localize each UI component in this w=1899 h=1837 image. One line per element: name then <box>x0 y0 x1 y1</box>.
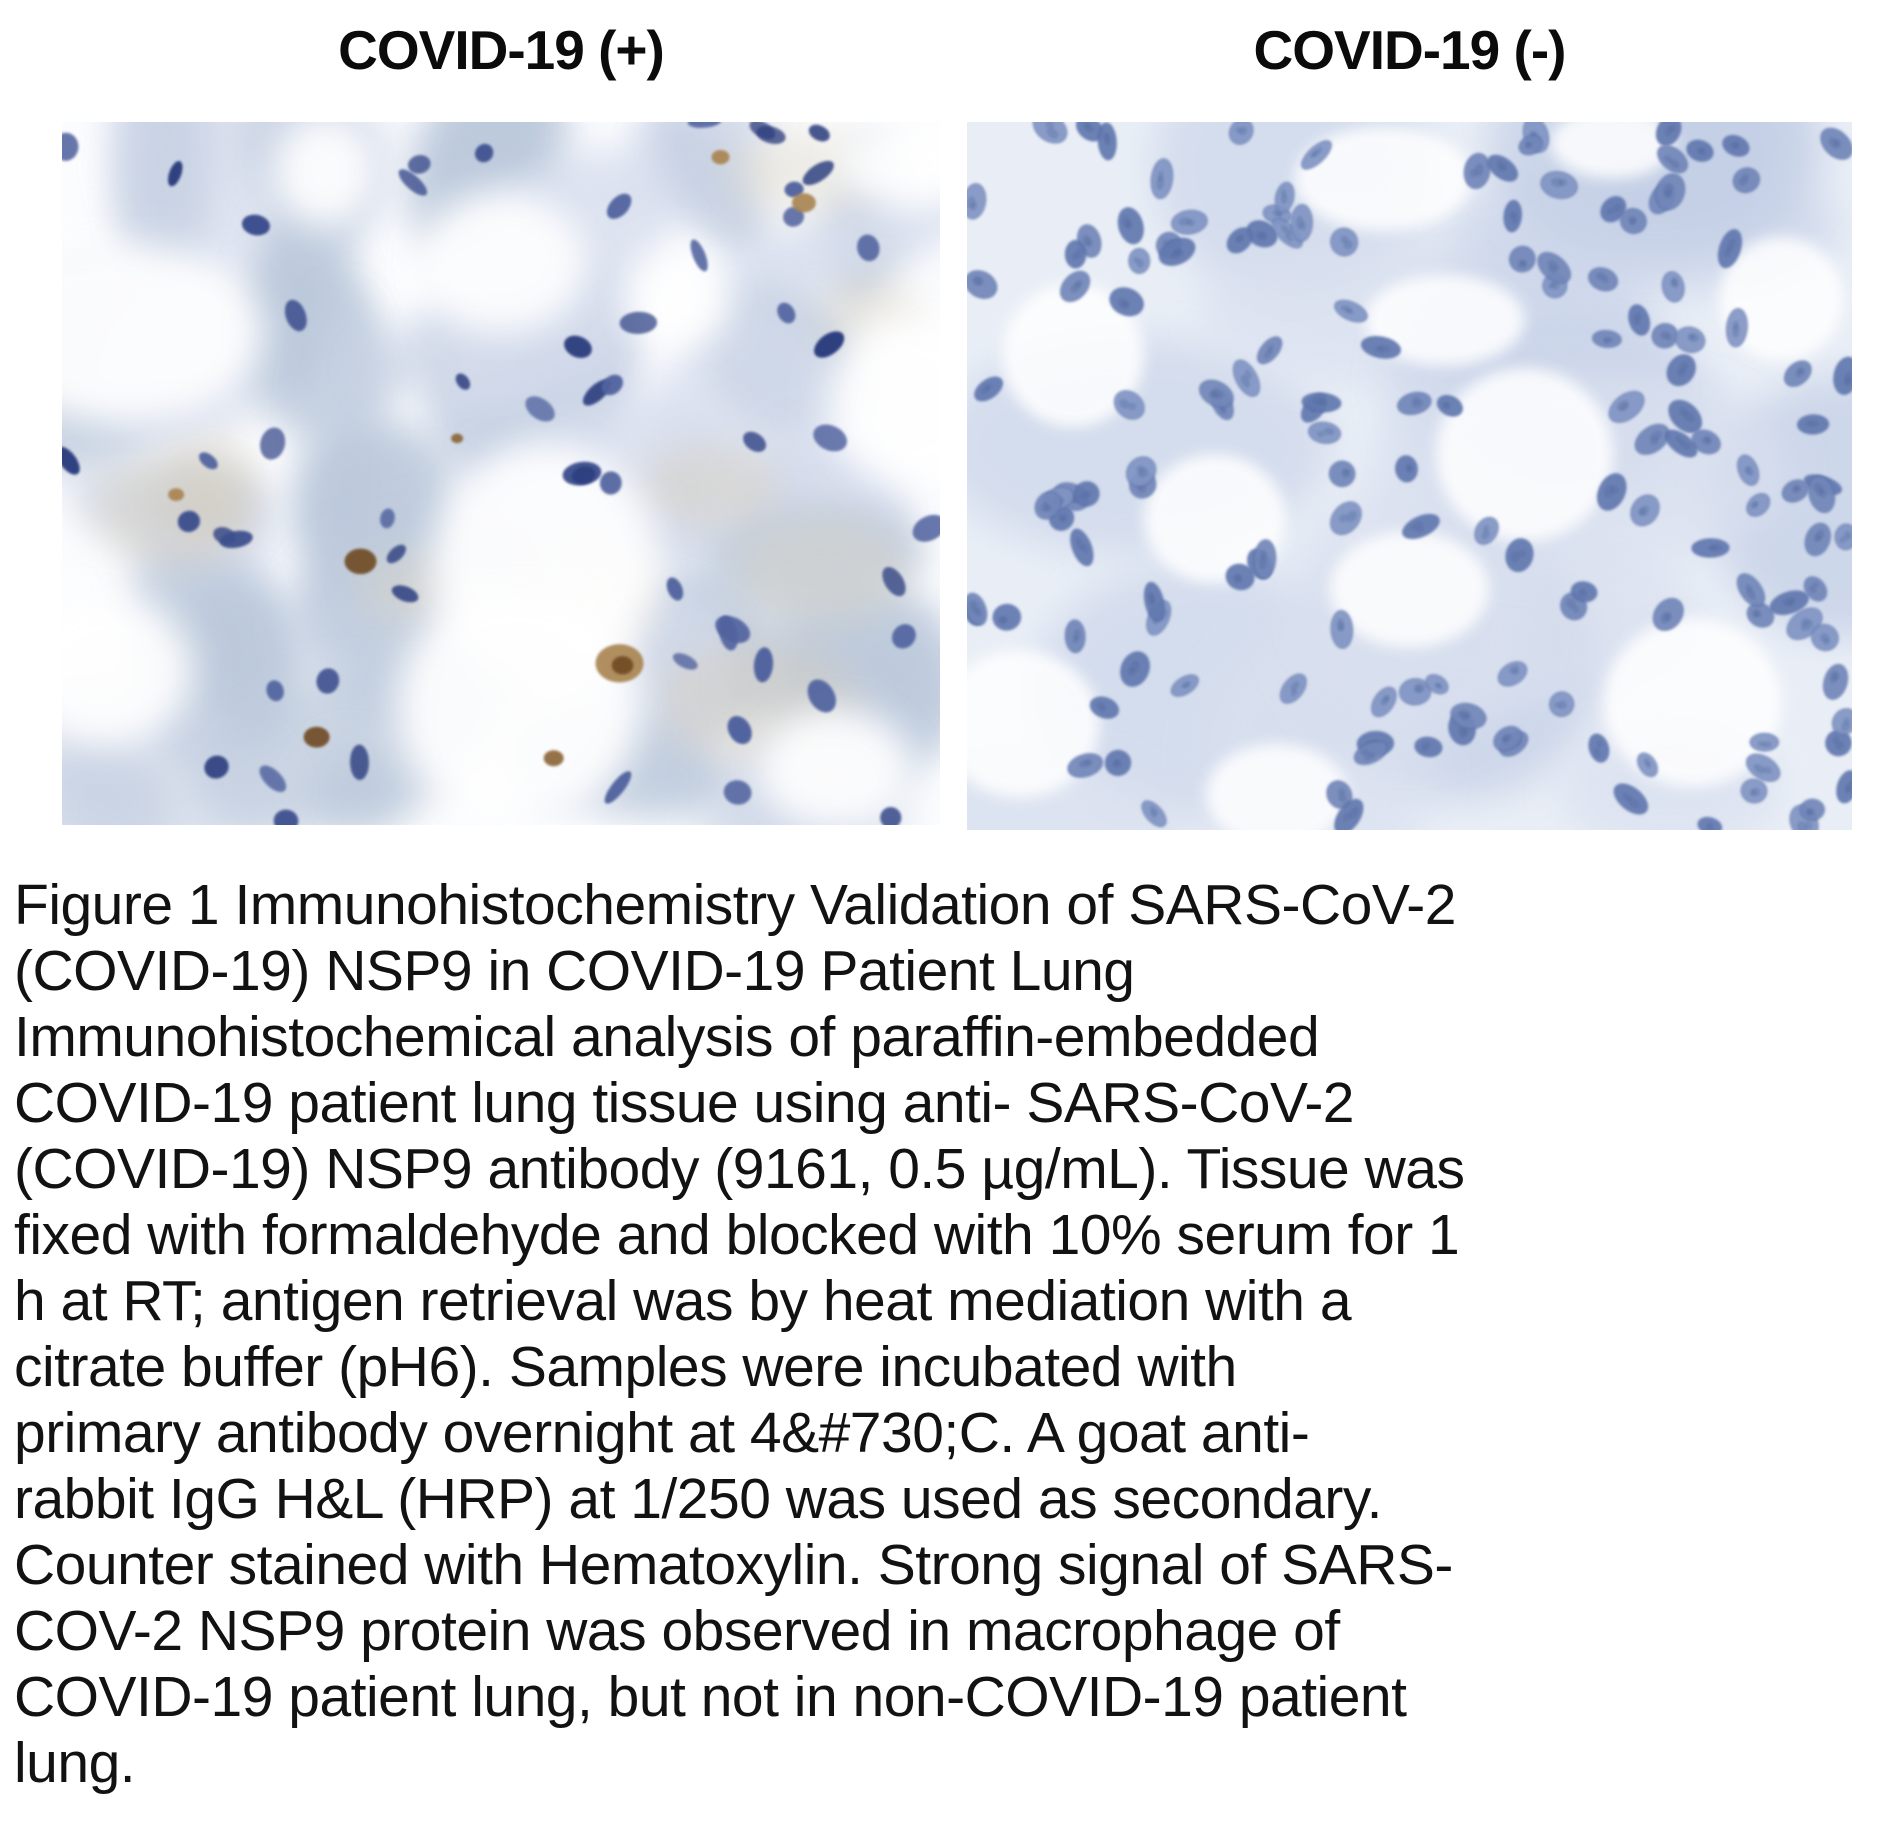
figure-caption: Figure 1 Immunohistochemistry Validation… <box>14 873 1465 1795</box>
panel-label-covid-positive: COVID-19 (+) <box>338 19 665 81</box>
micrograph-covid-positive <box>62 122 940 825</box>
ihc-lung-tissue-image-negative <box>967 122 1852 830</box>
panel-label-covid-negative: COVID-19 (-) <box>1253 19 1567 81</box>
micrograph-covid-negative <box>967 122 1852 830</box>
ihc-lung-tissue-image-positive <box>62 122 940 825</box>
